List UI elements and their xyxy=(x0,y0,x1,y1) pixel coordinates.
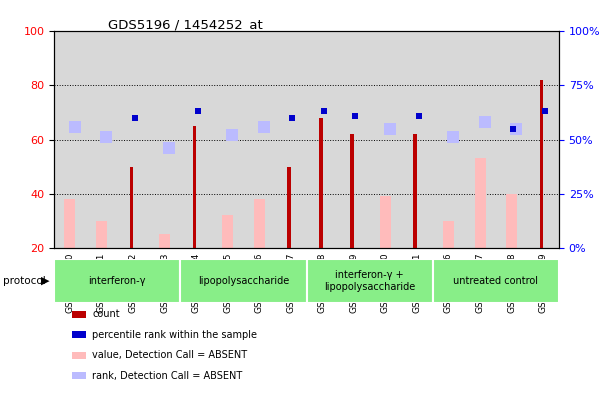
Bar xyxy=(413,134,417,248)
Bar xyxy=(254,199,264,248)
Bar xyxy=(540,80,543,248)
Text: interferon-γ +
lipopolysaccharide: interferon-γ + lipopolysaccharide xyxy=(324,270,415,292)
Bar xyxy=(222,215,233,248)
Bar xyxy=(380,196,391,248)
Bar xyxy=(129,167,133,248)
Bar xyxy=(96,220,107,248)
Bar xyxy=(350,134,354,248)
Text: rank, Detection Call = ABSENT: rank, Detection Call = ABSENT xyxy=(92,371,242,381)
Text: interferon-γ: interferon-γ xyxy=(88,276,146,286)
Text: lipopolysaccharide: lipopolysaccharide xyxy=(198,276,289,286)
Bar xyxy=(192,126,197,248)
Text: ▶: ▶ xyxy=(41,276,49,286)
Bar xyxy=(54,259,180,303)
Text: GDS5196 / 1454252_at: GDS5196 / 1454252_at xyxy=(108,18,263,31)
Bar xyxy=(319,118,323,248)
Bar xyxy=(443,220,454,248)
Text: count: count xyxy=(92,309,120,320)
Bar xyxy=(433,259,559,303)
Bar xyxy=(159,234,170,248)
Bar xyxy=(475,158,486,248)
Text: percentile rank within the sample: percentile rank within the sample xyxy=(92,330,257,340)
Text: value, Detection Call = ABSENT: value, Detection Call = ABSENT xyxy=(92,350,248,360)
Bar xyxy=(506,193,517,248)
Text: protocol: protocol xyxy=(3,276,46,286)
Bar xyxy=(180,259,307,303)
Bar xyxy=(307,259,433,303)
Bar xyxy=(64,199,75,248)
Text: untreated control: untreated control xyxy=(453,276,538,286)
Bar xyxy=(287,167,291,248)
